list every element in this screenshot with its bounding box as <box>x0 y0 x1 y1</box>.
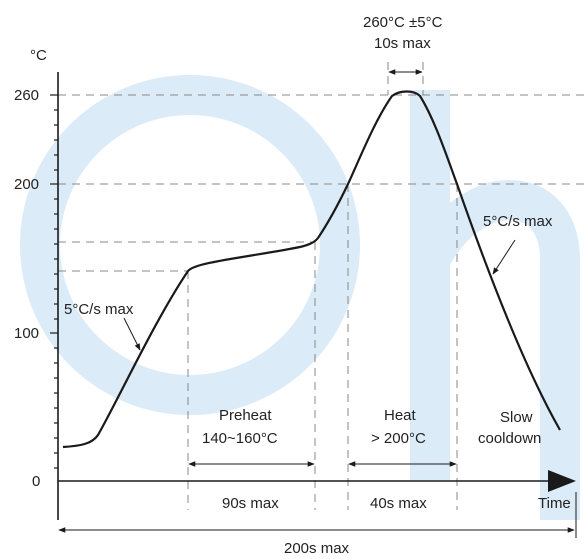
peak-time-label: 10s max <box>374 35 431 52</box>
ramp-up-leader <box>123 317 141 351</box>
heat-title: Heat <box>384 407 417 424</box>
cooldown-line1: Slow <box>500 409 533 426</box>
total-duration: 200s max <box>284 540 350 557</box>
y-axis-ticks <box>50 94 58 469</box>
heat-duration: 40s max <box>370 495 427 512</box>
guide-lines <box>58 62 586 510</box>
y-axis-unit: °C <box>30 47 47 64</box>
heat-range: > 200°C <box>371 430 426 447</box>
reflow-curve <box>62 90 561 449</box>
x-axis-label: Time <box>538 495 571 512</box>
preheat-duration: 90s max <box>222 495 279 512</box>
x-axis-arrowhead <box>548 470 576 492</box>
ramp-down-leader <box>492 239 516 275</box>
y-tick-260: 260 <box>14 87 39 104</box>
cooldown-line2: cooldown <box>478 430 541 447</box>
ramp-up-label: 5°C/s max <box>64 301 134 318</box>
y-tick-100: 100 <box>14 325 39 342</box>
preheat-range: 140~160°C <box>202 430 278 447</box>
preheat-title: Preheat <box>219 407 272 424</box>
axes <box>57 72 560 520</box>
ramp-down-label: 5°C/s max <box>483 213 553 230</box>
y-tick-200: 200 <box>14 176 39 193</box>
peak-temp-label: 260°C ±5°C <box>363 14 443 31</box>
y-tick-0: 0 <box>32 473 40 490</box>
